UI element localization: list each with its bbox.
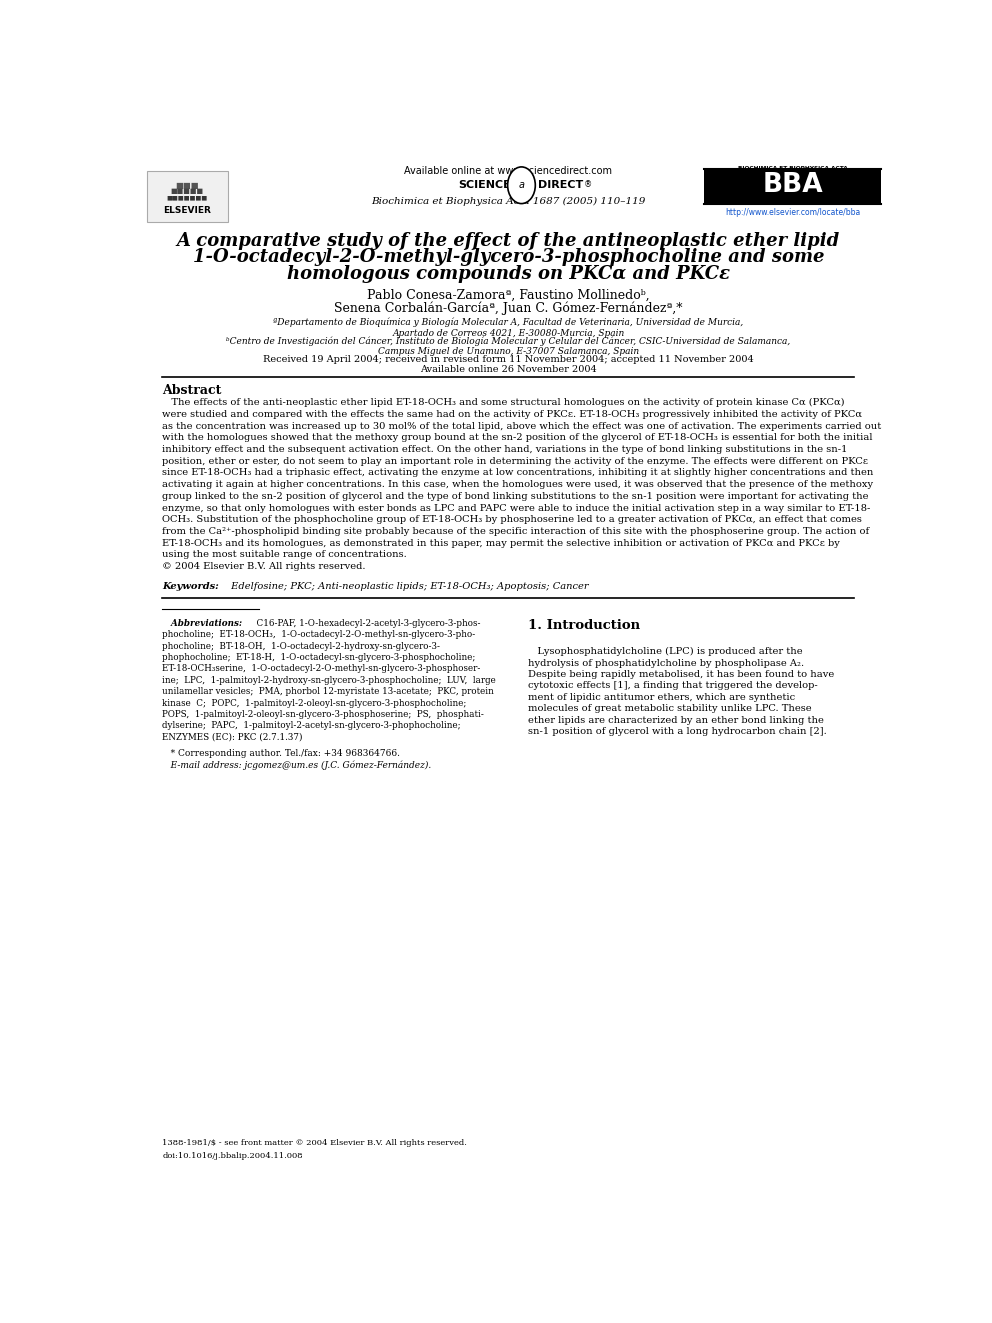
Text: sn-1 position of glycerol with a long hydrocarbon chain [2].: sn-1 position of glycerol with a long hy…	[528, 728, 826, 736]
Text: Biochimica et Biophysica Acta 1687 (2005) 110–119: Biochimica et Biophysica Acta 1687 (2005…	[371, 196, 646, 205]
Text: Senena Corbalán-Garcíaª, Juan C. Gómez-Fernándezª,*: Senena Corbalán-Garcíaª, Juan C. Gómez-F…	[334, 302, 682, 315]
Text: Keywords:: Keywords:	[163, 582, 219, 591]
Text: ET-18-OCH₃ and its homologues, as demonstrated in this paper, may permit the sel: ET-18-OCH₃ and its homologues, as demons…	[163, 538, 840, 548]
Text: BIOCHIMICA ET BIOPHYSICA ACTA: BIOCHIMICA ET BIOPHYSICA ACTA	[738, 165, 848, 171]
Text: phocholine;  BT-18-OH,  1-O-octadecyl-2-hydroxy-sn-glycero-3-: phocholine; BT-18-OH, 1-O-octadecyl-2-hy…	[163, 642, 440, 651]
Text: Available online 26 November 2004: Available online 26 November 2004	[420, 365, 597, 373]
Text: Edelfosine; PKC; Anti-neoplastic lipids; ET-18-OCH₃; Apoptosis; Cancer: Edelfosine; PKC; Anti-neoplastic lipids;…	[228, 582, 588, 591]
Text: ET-18-OCH₃serine,  1-O-octadecyl-2-O-methyl-sn-glycero-3-phosphoser-: ET-18-OCH₃serine, 1-O-octadecyl-2-O-meth…	[163, 664, 481, 673]
Text: POPS,  1-palmitoyl-2-oleoyl-sn-glycero-3-phosphoserine;  PS,  phosphati-: POPS, 1-palmitoyl-2-oleoyl-sn-glycero-3-…	[163, 710, 484, 718]
Text: a: a	[519, 180, 525, 191]
Text: ®: ®	[583, 180, 592, 189]
Text: 1. Introduction: 1. Introduction	[528, 619, 640, 631]
Text: Despite being rapidly metabolised, it has been found to have: Despite being rapidly metabolised, it ha…	[528, 669, 834, 679]
Text: inhibitory effect and the subsequent activation effect. On the other hand, varia: inhibitory effect and the subsequent act…	[163, 445, 848, 454]
Text: ELSEVIER: ELSEVIER	[164, 205, 211, 214]
Text: as the concentration was increased up to 30 mol% of the total lipid, above which: as the concentration was increased up to…	[163, 422, 882, 430]
Text: The effects of the anti-neoplastic ether lipid ET-18-OCH₃ and some structural ho: The effects of the anti-neoplastic ether…	[163, 398, 845, 407]
Text: ■■■: ■■■	[176, 181, 199, 191]
Text: Available online at www.sciencedirect.com: Available online at www.sciencedirect.co…	[405, 165, 612, 176]
Text: Abbreviations:: Abbreviations:	[163, 619, 243, 627]
Text: were studied and compared with the effects the same had on the activity of PKCε.: were studied and compared with the effec…	[163, 410, 862, 419]
FancyBboxPatch shape	[147, 171, 228, 222]
Text: ªDepartamento de Bioquímica y Biología Molecular A, Facultad de Veterinaria, Uni: ªDepartamento de Bioquímica y Biología M…	[273, 318, 744, 337]
Text: E-mail address: jcgomez@um.es (J.C. Gómez-Fernández).: E-mail address: jcgomez@um.es (J.C. Góme…	[163, 761, 432, 770]
Text: group linked to the sn-2 position of glycerol and the type of bond linking subst: group linked to the sn-2 position of gly…	[163, 492, 869, 501]
Text: Pablo Conesa-Zamoraª, Faustino Mollinedoᵇ,: Pablo Conesa-Zamoraª, Faustino Mollinedo…	[367, 290, 650, 302]
Text: phocholine;  ET-18-OCH₃,  1-O-octadecyl-2-O-methyl-sn-glycero-3-pho-: phocholine; ET-18-OCH₃, 1-O-octadecyl-2-…	[163, 630, 476, 639]
Bar	[704, 169, 881, 204]
Text: phophocholine;  ET-18-H,  1-O-octadecyl-sn-glycero-3-phosphocholine;: phophocholine; ET-18-H, 1-O-octadecyl-sn…	[163, 654, 476, 662]
Text: molecules of great metabolic stability unlike LPC. These: molecules of great metabolic stability u…	[528, 704, 811, 713]
Text: SCIENCE: SCIENCE	[458, 180, 511, 191]
Text: kinase  C;  POPC,  1-palmitoyl-2-oleoyl-sn-glycero-3-phosphocholine;: kinase C; POPC, 1-palmitoyl-2-oleoyl-sn-…	[163, 699, 467, 708]
Circle shape	[508, 167, 536, 204]
Text: unilamellar vesicles;  PMA, phorbol 12-myristate 13-acetate;  PKC, protein: unilamellar vesicles; PMA, phorbol 12-my…	[163, 687, 494, 696]
Text: ᵇCentro de Investigación del Cáncer, Instituto de Biología Molecular y Celular d: ᵇCentro de Investigación del Cáncer, Ins…	[226, 336, 791, 356]
Text: doi:10.1016/j.bbalip.2004.11.008: doi:10.1016/j.bbalip.2004.11.008	[163, 1152, 304, 1160]
Text: DIRECT: DIRECT	[538, 180, 583, 191]
Text: activating it again at higher concentrations. In this case, when the homologues : activating it again at higher concentrat…	[163, 480, 874, 490]
Text: A comparative study of the effect of the antineoplastic ether lipid: A comparative study of the effect of the…	[177, 232, 840, 250]
Text: dylserine;  PAPC,  1-palmitoyl-2-acetyl-sn-glycero-3-phophocholine;: dylserine; PAPC, 1-palmitoyl-2-acetyl-sn…	[163, 721, 461, 730]
Text: cytotoxic effects [1], a finding that triggered the develop-: cytotoxic effects [1], a finding that tr…	[528, 681, 817, 691]
Text: Abstract: Abstract	[163, 384, 222, 397]
Text: ment of lipidic antitumor ethers, which are synthetic: ment of lipidic antitumor ethers, which …	[528, 693, 795, 703]
Text: C16-PAF, 1-O-hexadecyl-2-acetyl-3-glycero-3-phos-: C16-PAF, 1-O-hexadecyl-2-acetyl-3-glycer…	[251, 619, 480, 627]
Text: 1388-1981/$ - see front matter © 2004 Elsevier B.V. All rights reserved.: 1388-1981/$ - see front matter © 2004 El…	[163, 1139, 467, 1147]
Text: Received 19 April 2004; received in revised form 11 November 2004; accepted 11 N: Received 19 April 2004; received in revi…	[263, 356, 754, 364]
Text: ine;  LPC,  1-palmitoyl-2-hydroxy-sn-glycero-3-phosphocholine;  LUV,  large: ine; LPC, 1-palmitoyl-2-hydroxy-sn-glyce…	[163, 676, 496, 685]
Text: Lysophosphatidylcholine (LPC) is produced after the: Lysophosphatidylcholine (LPC) is produce…	[528, 647, 803, 656]
Text: BBA: BBA	[763, 172, 823, 198]
Text: ■■■■■: ■■■■■	[171, 188, 204, 194]
Text: ether lipids are characterized by an ether bond linking the: ether lipids are characterized by an eth…	[528, 716, 823, 725]
Text: using the most suitable range of concentrations.: using the most suitable range of concent…	[163, 550, 407, 560]
Text: enzyme, so that only homologues with ester bonds as LPC and PAPC were able to in: enzyme, so that only homologues with est…	[163, 504, 871, 512]
Text: © 2004 Elsevier B.V. All rights reserved.: © 2004 Elsevier B.V. All rights reserved…	[163, 562, 366, 572]
Text: OCH₃. Substitution of the phosphocholine group of ET-18-OCH₃ by phosphoserine le: OCH₃. Substitution of the phosphocholine…	[163, 515, 862, 524]
Text: position, ether or ester, do not seem to play an important role in determining t: position, ether or ester, do not seem to…	[163, 456, 868, 466]
Text: hydrolysis of phosphatidylcholine by phospholipase A₂.: hydrolysis of phosphatidylcholine by pho…	[528, 659, 804, 668]
Text: ENZYMES (EC): PKC (2.7.1.37): ENZYMES (EC): PKC (2.7.1.37)	[163, 733, 303, 742]
Text: homologous compounds on PKCα and PKCε: homologous compounds on PKCα and PKCε	[287, 265, 730, 283]
Text: * Corresponding author. Tel./fax: +34 968364766.: * Corresponding author. Tel./fax: +34 96…	[163, 749, 401, 758]
Text: ■■■■■■■: ■■■■■■■	[167, 196, 208, 200]
Text: from the Ca²⁺-phospholipid binding site probably because of the specific interac: from the Ca²⁺-phospholipid binding site …	[163, 527, 870, 536]
Text: with the homologues showed that the methoxy group bound at the sn-2 position of : with the homologues showed that the meth…	[163, 434, 873, 442]
Text: since ET-18-OCH₃ had a triphasic effect, activating the enzyme at low concentrat: since ET-18-OCH₃ had a triphasic effect,…	[163, 468, 874, 478]
Text: 1-O-octadecyl-2-O-methyl-glycero-3-phosphocholine and some: 1-O-octadecyl-2-O-methyl-glycero-3-phosp…	[192, 249, 824, 266]
Text: http://www.elsevier.com/locate/bba: http://www.elsevier.com/locate/bba	[725, 208, 860, 217]
